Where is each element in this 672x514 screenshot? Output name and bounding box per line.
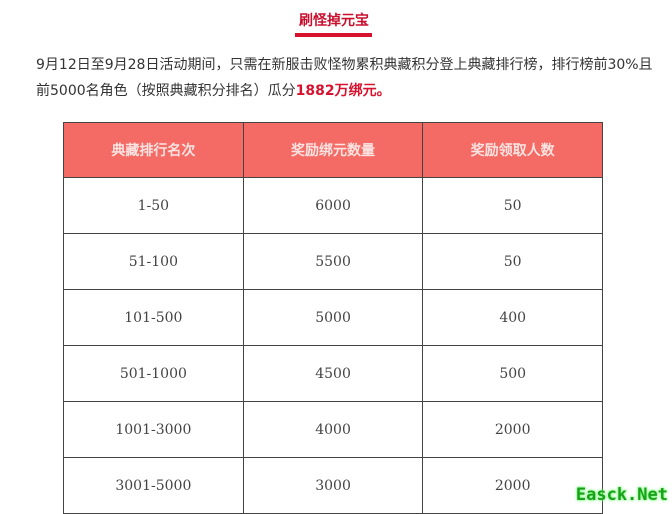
header-rank: 典藏排行名次: [63, 122, 244, 178]
table-cell: 501-1000: [63, 345, 244, 402]
table-cell: 4500: [242, 345, 424, 402]
table-row: 1001-3000 4000 2000: [63, 401, 603, 458]
table-cell: 3000: [242, 457, 424, 514]
table-cell: 1-50: [63, 177, 244, 234]
table-cell: 2000: [422, 457, 603, 514]
table-cell: 2000: [422, 401, 603, 458]
section-title: 刷怪掉元宝: [299, 13, 369, 29]
table-row: 51-100 5500 50: [63, 233, 603, 290]
table-cell: 6000: [242, 177, 424, 234]
table-row: 101-500 5000 400: [63, 289, 603, 346]
reward-table: 典藏排行名次 奖励绑元数量 奖励领取人数 1-50 6000 50 51-100 550…: [63, 122, 603, 514]
table-cell: 101-500: [63, 289, 244, 346]
table-header-row: 典藏排行名次 奖励绑元数量 奖励领取人数: [63, 122, 603, 178]
description-paragraph: 9月12日至9月28日活动期间，只需在新服击败怪物累积典藏积分登上典藏排行榜，排…: [36, 52, 656, 104]
reward-highlight: 1882万绑元。: [295, 83, 391, 99]
table-cell: 1001-3000: [63, 401, 244, 458]
table-cell: 5000: [242, 289, 424, 346]
table-cell: 500: [422, 345, 603, 402]
table-row: 3001-5000 3000 2000: [63, 457, 603, 514]
table-cell: 4000: [242, 401, 424, 458]
table-row: 501-1000 4500 500: [63, 345, 603, 402]
table-cell: 3001-5000: [63, 457, 244, 514]
table-cell: 5500: [242, 233, 424, 290]
watermark: Easck.Net: [575, 485, 668, 505]
table-row: 1-50 6000 50: [63, 177, 603, 234]
title-underline: [295, 33, 372, 37]
table-cell: 50: [422, 233, 603, 290]
table-cell: 50: [422, 177, 603, 234]
header-count: 奖励领取人数: [422, 122, 603, 178]
table-cell: 51-100: [63, 233, 244, 290]
description-text: 9月12日至9月28日活动期间，只需在新服击败怪物累积典藏积分登上典藏排行榜，排…: [36, 57, 653, 99]
table-cell: 400: [422, 289, 603, 346]
header-amount: 奖励绑元数量: [242, 122, 424, 178]
